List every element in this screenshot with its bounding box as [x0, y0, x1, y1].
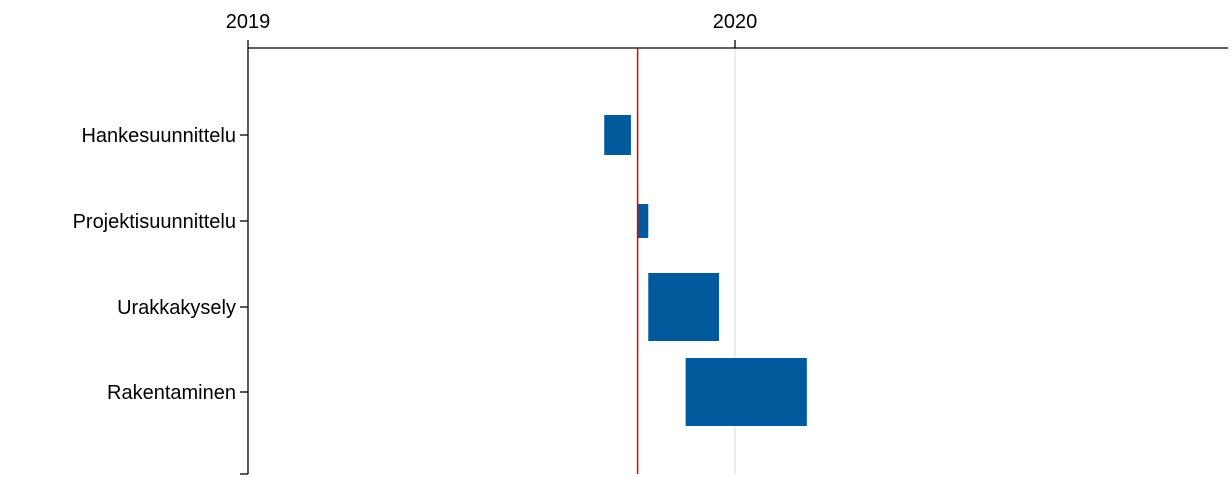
x-tick-label-2019: 2019 [226, 11, 271, 33]
task-label-0: Hankesuunnittelu [81, 125, 236, 147]
task-label-1: Projektisuunnittelu [73, 211, 236, 233]
x-tick-label-2020: 2020 [713, 11, 758, 33]
task-bar-2 [648, 273, 719, 341]
task-bar-1 [637, 204, 649, 238]
task-bar-3 [685, 358, 807, 426]
task-bar-0 [604, 115, 631, 155]
task-label-2: Urakkakysely [117, 297, 236, 319]
task-label-3: Rakentaminen [107, 382, 236, 404]
